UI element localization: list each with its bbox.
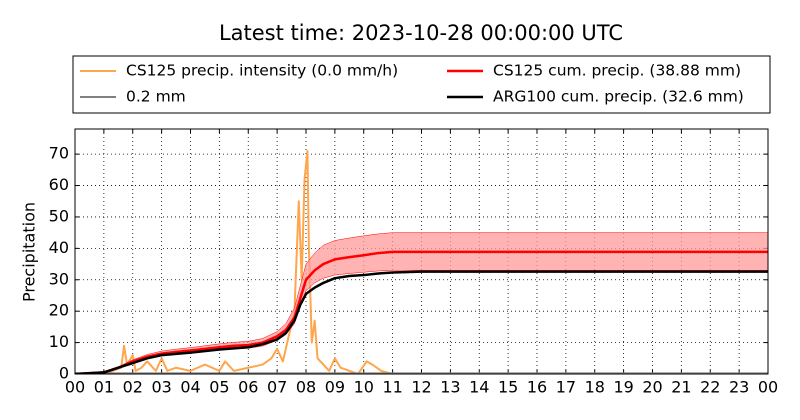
x-tick-label: 21: [671, 378, 691, 397]
x-tick-label: 20: [642, 378, 662, 397]
y-tick-label: 50: [49, 206, 69, 225]
x-tick-label: 23: [729, 378, 749, 397]
x-tick-label: 17: [556, 378, 576, 397]
x-tick-label: 03: [151, 378, 171, 397]
legend-label: CS125 precip. intensity (0.0 mm/h): [126, 62, 398, 80]
y-axis-label: Precipitation: [20, 202, 39, 302]
y-tick-label: 20: [49, 301, 69, 320]
x-tick-label: 14: [469, 378, 489, 397]
x-tick-label: 02: [123, 378, 143, 397]
x-tick-label: 11: [382, 378, 402, 397]
y-tick-label: 40: [49, 238, 69, 257]
series-line: [75, 270, 768, 374]
x-tick-label: 10: [354, 378, 374, 397]
chart-title: Latest time: 2023-10-28 00:00:00 UTC: [219, 21, 623, 45]
x-tick-label: 13: [440, 378, 460, 397]
y-tick-label: 0: [59, 364, 69, 383]
x-tick-label: 00: [65, 378, 85, 397]
y-tick-label: 10: [49, 332, 69, 351]
legend-label: ARG100 cum. precip. (32.6 mm): [493, 88, 744, 106]
x-tick-label: 05: [209, 378, 229, 397]
x-tick-label: 19: [613, 378, 633, 397]
series-line: [75, 250, 768, 374]
x-tick-label: 04: [180, 378, 200, 397]
x-tick-label: 01: [94, 378, 114, 397]
x-tick-label: 15: [498, 378, 518, 397]
x-tick-label: 22: [700, 378, 720, 397]
legend-label: CS125 cum. precip. (38.88 mm): [493, 62, 741, 80]
plot-frame: [74, 128, 769, 375]
x-tick-label: 09: [325, 378, 345, 397]
x-tick-label: 18: [585, 378, 605, 397]
y-tick-label: 60: [49, 175, 69, 194]
x-tick-label: 06: [238, 378, 258, 397]
series-line: [75, 149, 768, 374]
y-tick-label: 70: [49, 144, 69, 163]
x-tick-label: 12: [411, 378, 431, 397]
legend-box: [72, 55, 771, 114]
y-tick-label: 30: [49, 269, 69, 288]
x-tick-label: 07: [267, 378, 287, 397]
x-tick-label: 00: [758, 378, 778, 397]
x-tick-label: 08: [296, 378, 316, 397]
x-tick-label: 16: [527, 378, 547, 397]
legend-label: 0.2 mm: [126, 88, 186, 106]
